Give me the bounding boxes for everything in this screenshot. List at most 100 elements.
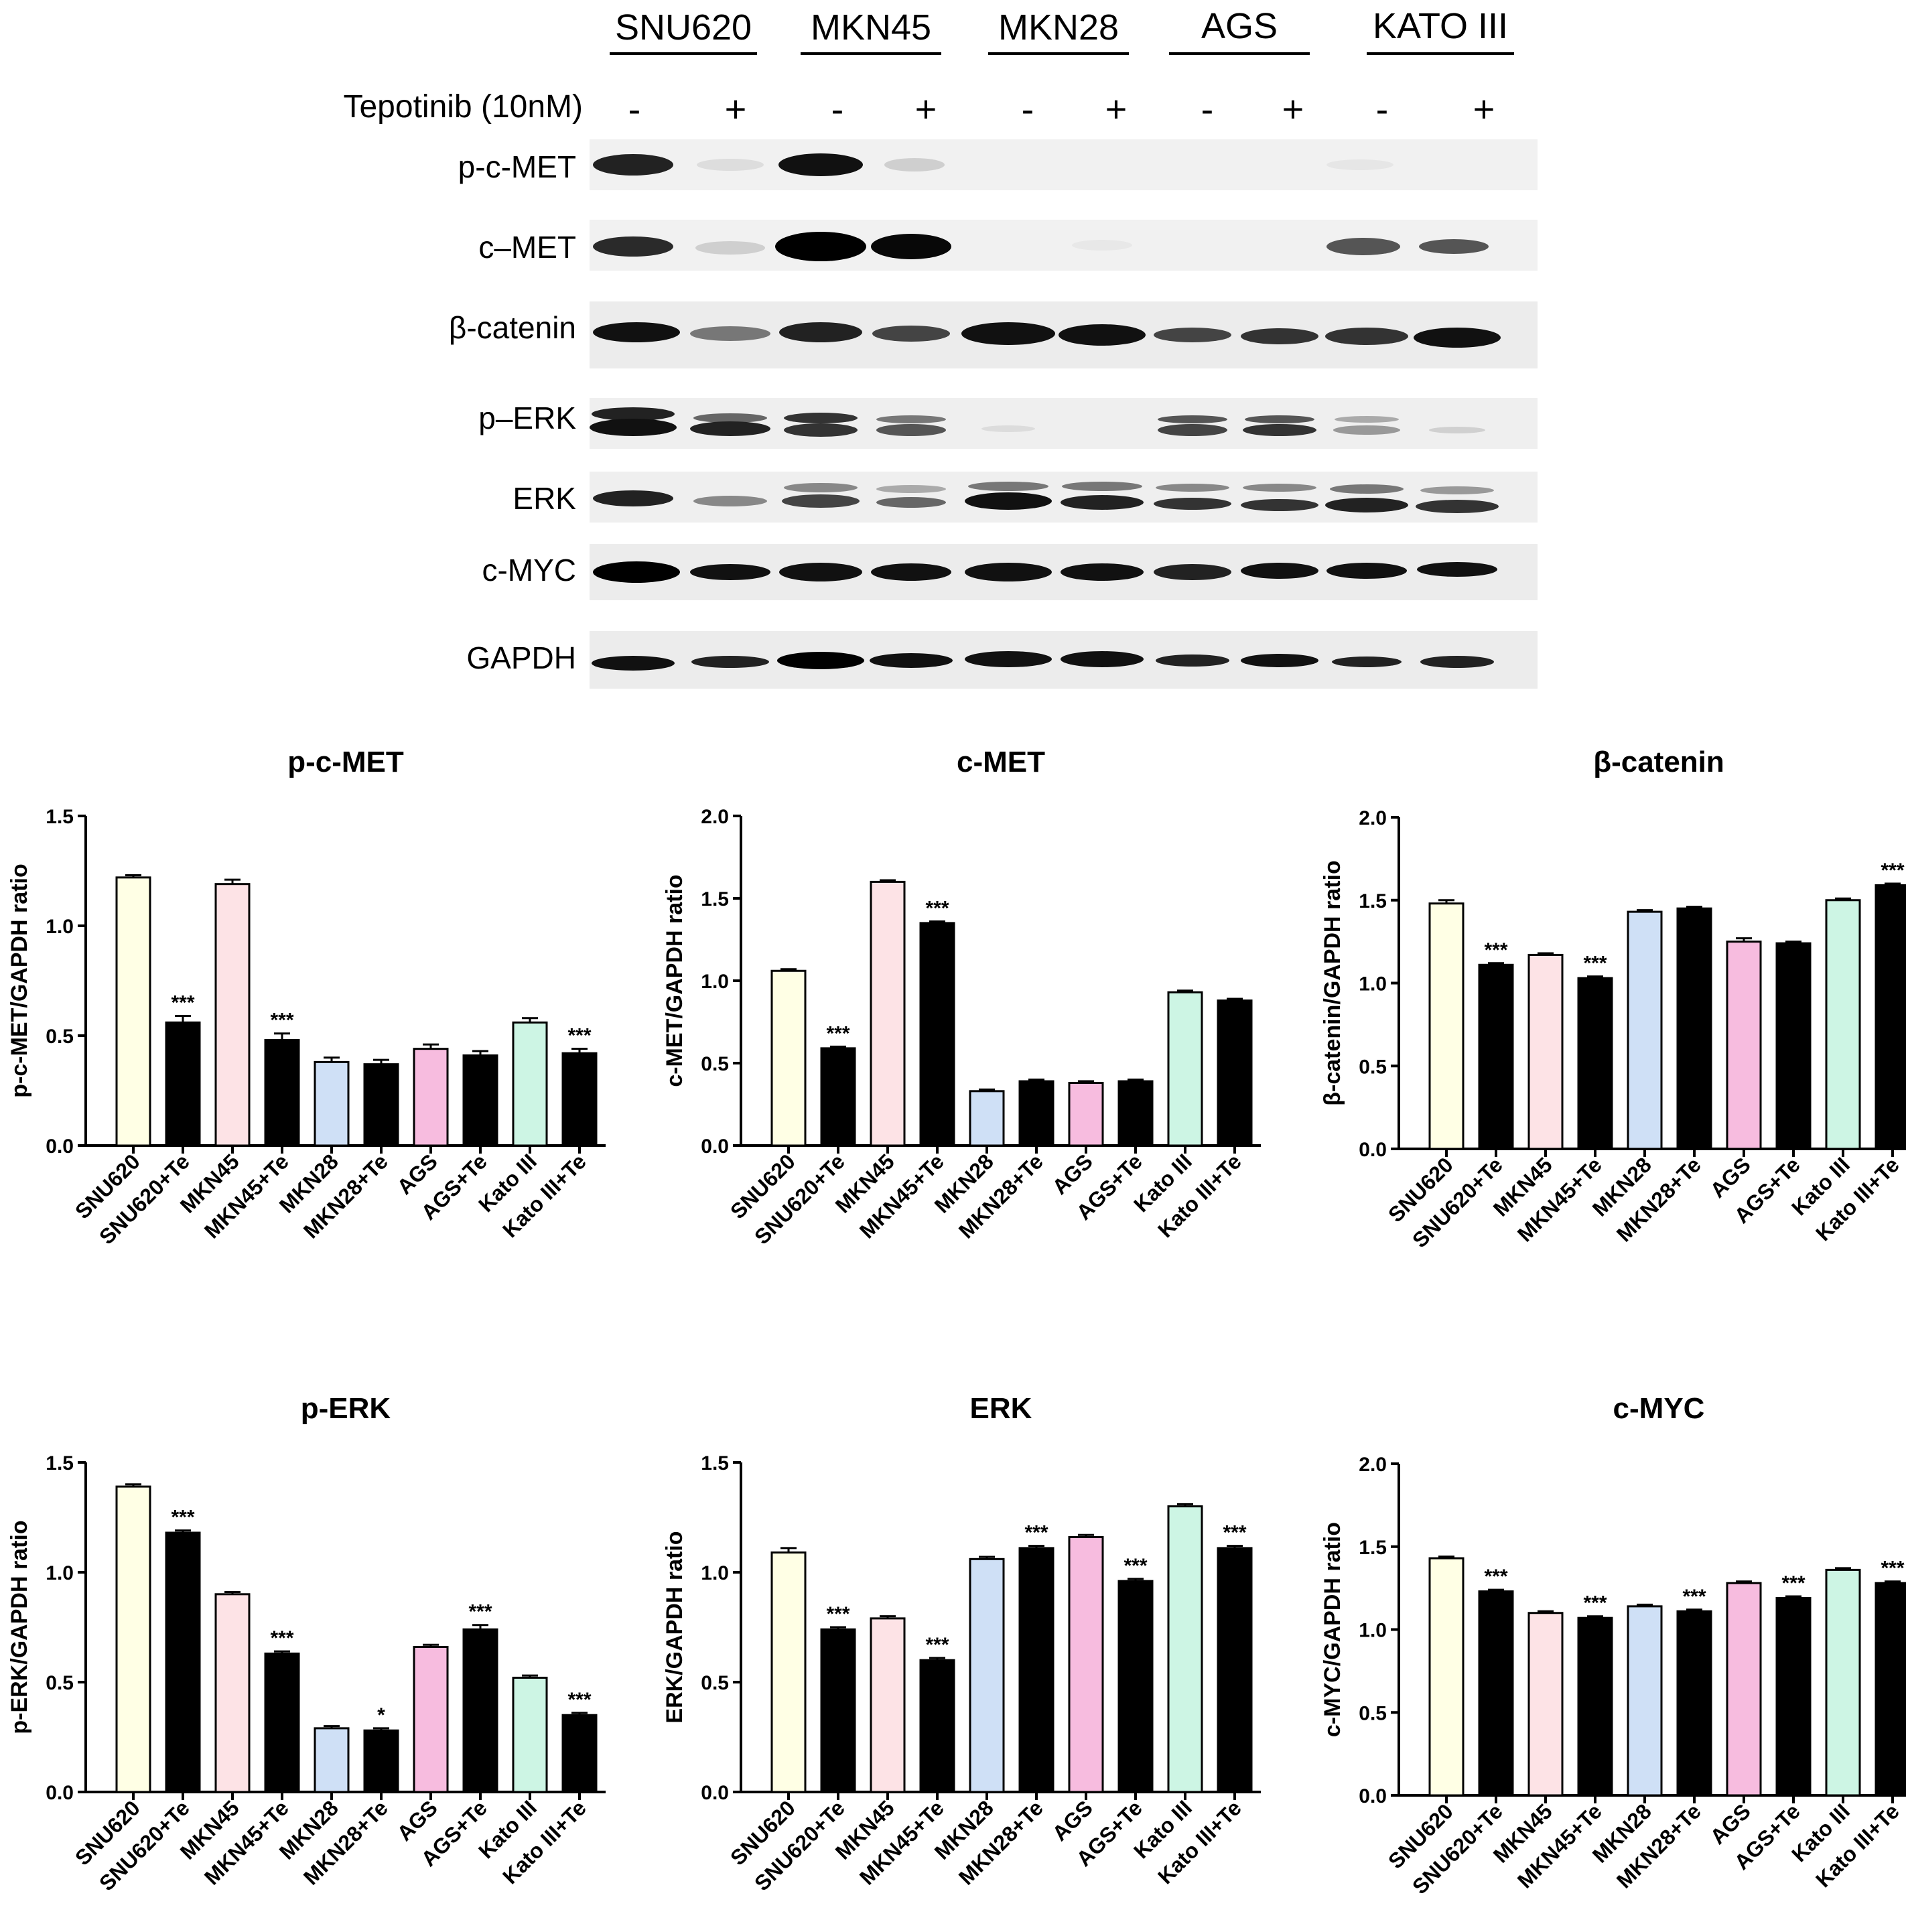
significance-label: *** — [1024, 1522, 1048, 1544]
bar — [969, 1090, 1005, 1147]
bar — [1167, 1505, 1203, 1793]
bar — [1018, 1080, 1054, 1147]
treatment-sign: + — [724, 88, 747, 130]
bar — [314, 1060, 350, 1147]
y-axis-label: ERK/GAPDH ratio — [662, 1531, 687, 1723]
y-tick-label: 0.0 — [46, 1135, 74, 1158]
y-tick-label: 1.5 — [1359, 890, 1387, 912]
treatment-sign: + — [1473, 88, 1495, 130]
blot-strip-c-myc — [590, 544, 1538, 600]
bar — [512, 1021, 548, 1147]
significance-label: *** — [1583, 953, 1607, 975]
significance-label: *** — [1881, 1558, 1904, 1580]
y-tick-label: 1.0 — [46, 1562, 74, 1584]
y-tick-label: 1.5 — [701, 1452, 729, 1474]
significance-label: *** — [468, 1601, 492, 1623]
bar — [1775, 942, 1812, 1150]
bar — [1068, 1082, 1104, 1147]
bar — [264, 1039, 300, 1147]
significance-label: *** — [826, 1022, 849, 1044]
y-axis-label: c-MYC/GAPDH ratio — [1320, 1522, 1345, 1737]
bar — [1825, 1568, 1861, 1797]
protein-label: c–MET — [478, 230, 576, 265]
bar — [1217, 999, 1253, 1147]
y-tick-label: 1.0 — [701, 971, 729, 993]
blot-strip-erk — [590, 472, 1538, 523]
significance-label: *** — [270, 1010, 293, 1032]
treatment-sign: - — [831, 88, 844, 130]
bar — [770, 969, 807, 1147]
bar — [870, 1617, 906, 1793]
bar — [363, 1729, 399, 1793]
cell-line-label: MKN28 — [998, 7, 1119, 48]
y-tick-label: 0.5 — [46, 1026, 74, 1048]
bar — [413, 1048, 449, 1147]
cell-line-label: AGS — [1201, 6, 1278, 46]
significance-label: *** — [1781, 1572, 1805, 1594]
significance-label: *** — [171, 991, 194, 1014]
protein-label: ERK — [513, 481, 576, 516]
bar — [462, 1054, 498, 1147]
bar — [1825, 899, 1861, 1150]
bar — [919, 1659, 955, 1793]
significance-label: *** — [925, 1634, 949, 1656]
bar — [1627, 1605, 1663, 1797]
treatment-label: Tepotinib (10nM) — [343, 89, 583, 125]
y-tick-label: 2.0 — [1359, 807, 1387, 829]
bar — [1428, 1557, 1465, 1797]
bar — [561, 1052, 598, 1147]
cell-line-underline — [988, 52, 1129, 55]
bar — [1478, 1590, 1514, 1797]
bar — [919, 922, 955, 1147]
bar — [1676, 1610, 1712, 1797]
bar — [363, 1063, 399, 1147]
protein-label: c-MYC — [482, 553, 576, 588]
y-tick-label: 1.0 — [1359, 1620, 1387, 1642]
protein-label: GAPDH — [466, 640, 576, 675]
treatment-sign: + — [914, 88, 937, 130]
bar — [1726, 1582, 1762, 1797]
blot-strip-c-met — [590, 220, 1538, 271]
y-tick-label: 1.0 — [46, 916, 74, 938]
bar — [314, 1727, 350, 1793]
bar — [1775, 1596, 1812, 1797]
y-tick-label: 0.0 — [701, 1135, 729, 1158]
significance-label: *** — [1583, 1592, 1607, 1614]
y-tick-label: 0.0 — [1359, 1785, 1387, 1807]
y-tick-label: 0.5 — [1359, 1056, 1387, 1078]
protein-label: p-c-MET — [458, 149, 576, 184]
cell-line-underline — [801, 52, 941, 55]
significance-label: *** — [1124, 1555, 1147, 1577]
y-tick-label: 1.5 — [701, 888, 729, 910]
y-tick-label: 1.0 — [1359, 973, 1387, 995]
protein-label: β-catenin — [448, 310, 576, 345]
bar-chart-c-myc: c-MYC c-MYC/GAPDH ratio 0.0 0.5 1.0 1.5 2.0 SNU… — [1300, 1390, 1906, 1919]
bar — [1018, 1547, 1054, 1793]
blot-strip-gapdh — [590, 631, 1538, 689]
y-tick-label: 0.5 — [1359, 1702, 1387, 1724]
bar — [1627, 910, 1663, 1150]
treatment-sign: + — [1282, 88, 1304, 130]
treatment-sign: - — [1021, 88, 1034, 130]
bar — [1117, 1080, 1154, 1147]
y-tick-label: 1.5 — [46, 1452, 74, 1474]
significance-label: *** — [171, 1507, 194, 1529]
bar — [1577, 1616, 1613, 1797]
significance-label: * — [377, 1704, 385, 1726]
bar — [115, 876, 151, 1147]
y-tick-label: 0.0 — [46, 1782, 74, 1804]
bar — [1217, 1547, 1253, 1793]
cell-line-underline — [1169, 52, 1310, 55]
bar — [820, 1628, 856, 1793]
y-tick-label: 0.5 — [701, 1672, 729, 1694]
y-tick-label: 1.0 — [701, 1562, 729, 1584]
significance-label: *** — [1881, 859, 1904, 882]
bar — [165, 1021, 201, 1147]
y-tick-label: 0.0 — [1359, 1139, 1387, 1161]
bar — [969, 1558, 1005, 1793]
bar — [214, 1593, 251, 1793]
bar — [264, 1652, 300, 1793]
